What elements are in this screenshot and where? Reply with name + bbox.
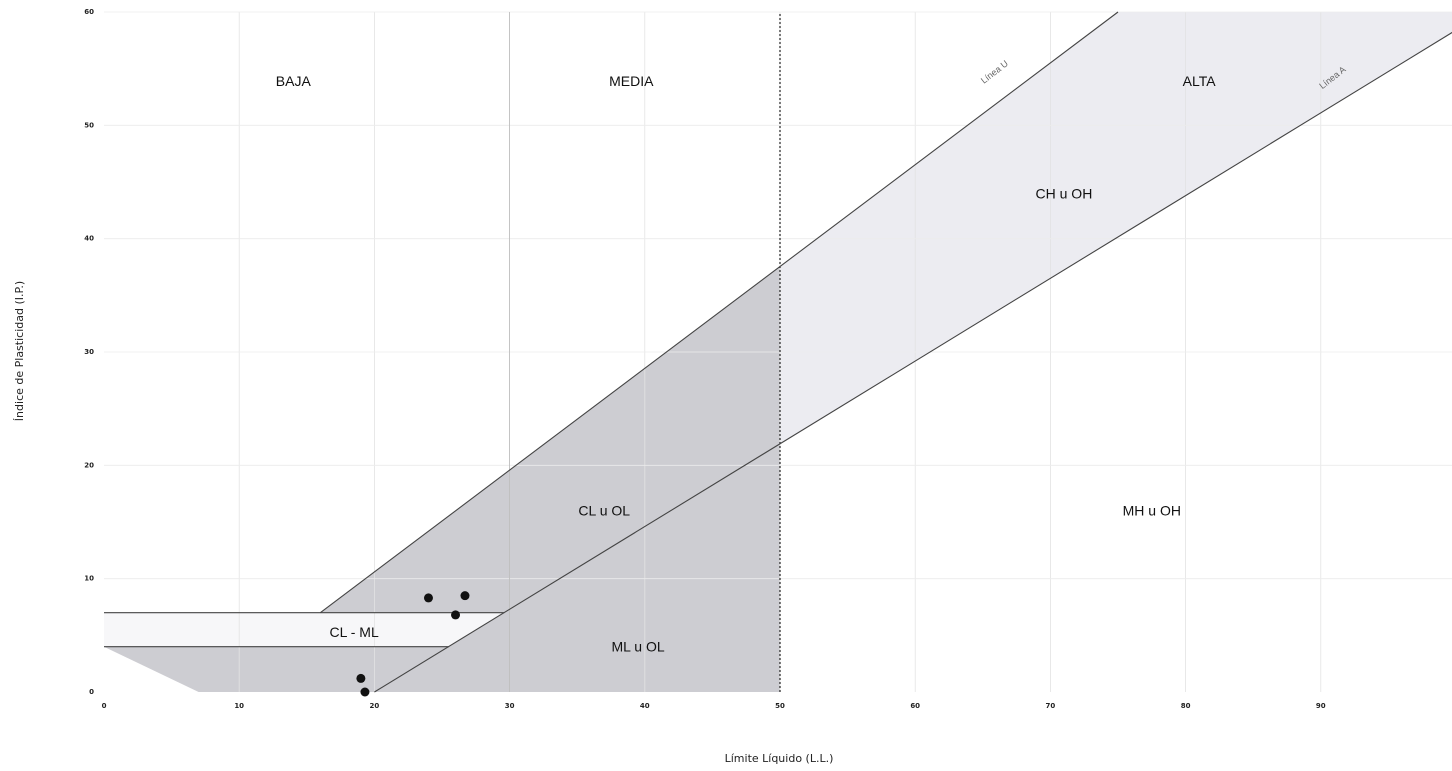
x-tick-label: 90	[1316, 702, 1326, 710]
y-tick-label: 10	[84, 575, 94, 583]
line-label: Línea U	[979, 58, 1010, 85]
x-tick-label: 20	[370, 702, 380, 710]
x-tick-label: 60	[910, 702, 920, 710]
high-plasticity-fill	[780, 12, 1452, 444]
tick-labels: 0 10 20 30 40 50 60 70 80 90 0 10 20 30 40 50 60	[84, 8, 1326, 710]
zone-label: ALTA	[1183, 73, 1217, 89]
y-tick-label: 0	[89, 688, 94, 696]
region-label: CH u OH	[1036, 185, 1093, 201]
data-point	[423, 593, 433, 603]
zone-fills	[104, 12, 1452, 692]
data-point	[356, 673, 366, 683]
region-label: ML u OL	[611, 639, 664, 655]
data-point	[360, 687, 370, 697]
data-points	[356, 591, 470, 697]
x-axis-label: Límite Líquido (L.L.)	[725, 752, 834, 765]
zone-label: MEDIA	[609, 73, 654, 89]
x-tick-label: 0	[102, 702, 107, 710]
region-label: CL - ML	[329, 624, 378, 640]
reference-lines	[104, 11, 1452, 693]
region-label: CL u OL	[578, 503, 630, 519]
y-tick-label: 30	[84, 348, 94, 356]
x-tick-label: 10	[234, 702, 244, 710]
y-tick-label: 50	[84, 121, 94, 129]
grid	[104, 11, 1452, 692]
ref-line	[374, 31, 1452, 693]
data-point	[460, 591, 470, 601]
y-tick-label: 60	[84, 8, 94, 16]
y-tick-label: 40	[84, 235, 94, 243]
region-label: MH u OH	[1123, 503, 1181, 519]
data-point	[451, 610, 461, 620]
y-axis-label: Índice de Plasticidad (I.P.)	[13, 281, 26, 421]
origin-wedge	[104, 646, 199, 692]
y-tick-label: 20	[84, 461, 94, 469]
x-tick-label: 40	[640, 702, 650, 710]
ref-line	[319, 11, 1119, 614]
x-tick-label: 80	[1181, 702, 1191, 710]
x-tick-label: 30	[505, 702, 515, 710]
x-tick-label: 70	[1046, 702, 1056, 710]
low-plasticity-fill	[104, 266, 780, 692]
x-tick-label: 50	[775, 702, 785, 710]
zone-label: BAJA	[276, 73, 312, 89]
cl-ml-band-fill	[104, 612, 505, 647]
